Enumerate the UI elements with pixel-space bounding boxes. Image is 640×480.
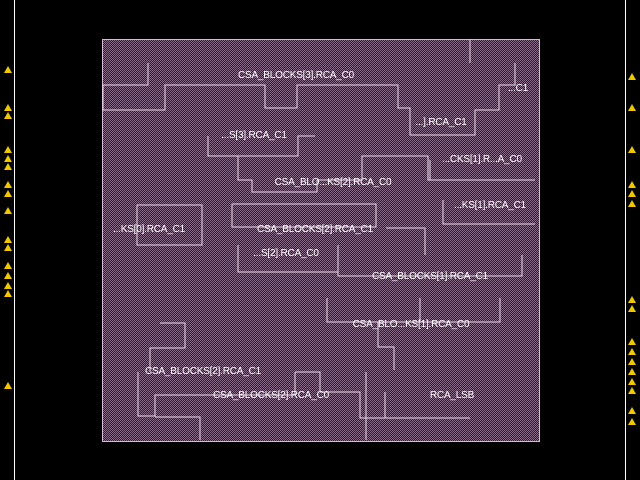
cell-boundary xyxy=(155,416,201,440)
right-boundary-line xyxy=(625,0,626,480)
cell-boundary xyxy=(237,155,535,193)
pin-triangle-icon[interactable] xyxy=(4,66,12,73)
pin-triangle-icon[interactable] xyxy=(628,181,636,188)
pin-triangle-icon[interactable] xyxy=(628,387,636,394)
pin-triangle-icon[interactable] xyxy=(4,163,12,170)
left-boundary-line xyxy=(14,0,15,480)
cell-boundary xyxy=(207,135,315,157)
pin-triangle-icon[interactable] xyxy=(628,200,636,207)
cell-label[interactable]: ...C1 xyxy=(507,83,529,94)
pin-triangle-icon[interactable] xyxy=(4,104,12,111)
cell-boundary xyxy=(442,200,535,225)
cell-label[interactable]: CSA_BLO...KS[1].RCA_C0 xyxy=(352,319,470,330)
pin-triangle-icon[interactable] xyxy=(4,190,12,197)
pin-triangle-icon[interactable] xyxy=(4,207,12,214)
pin-triangle-icon[interactable] xyxy=(4,244,12,251)
cell-boundary xyxy=(295,371,385,419)
pin-triangle-icon[interactable] xyxy=(628,368,636,375)
cell-label[interactable]: ...S[3].RCA_C1 xyxy=(221,130,287,141)
cell-label[interactable]: CSA_BLOCKS[2].RCA_C1 xyxy=(256,224,374,235)
pin-triangle-icon[interactable] xyxy=(628,348,636,355)
pin-triangle-icon[interactable] xyxy=(4,146,12,153)
pin-triangle-icon[interactable] xyxy=(4,155,12,162)
cell-label[interactable]: RCA_LSB xyxy=(429,390,475,401)
pin-triangle-icon[interactable] xyxy=(628,358,636,365)
cell-label[interactable]: ...KS[0].RCA_C1 xyxy=(112,224,186,235)
cell-boundary xyxy=(102,63,516,136)
pin-triangle-icon[interactable] xyxy=(4,236,12,243)
pin-triangle-icon[interactable] xyxy=(628,73,636,80)
pin-triangle-icon[interactable] xyxy=(628,146,636,153)
cell-label[interactable]: CSA_BLOCKS[2].RCA_C1 xyxy=(144,366,262,377)
cell-boundary xyxy=(137,372,296,417)
pin-triangle-icon[interactable] xyxy=(628,407,636,414)
cell-label[interactable]: CSA_BLOCKS[2].RCA_C0 xyxy=(212,390,330,401)
cell-boundary xyxy=(149,322,186,372)
pin-triangle-icon[interactable] xyxy=(628,338,636,345)
die-area[interactable] xyxy=(102,39,540,442)
cell-label[interactable]: ...KS[1].RCA_C1 xyxy=(453,200,527,211)
pin-triangle-icon[interactable] xyxy=(4,262,12,269)
cell-label[interactable]: CSA_BLO...KS[2].RCA_C0 xyxy=(274,177,392,188)
cell-boundary xyxy=(231,203,377,228)
pin-triangle-icon[interactable] xyxy=(4,112,12,119)
cell-boundary xyxy=(386,227,426,255)
pin-triangle-icon[interactable] xyxy=(628,305,636,312)
pin-triangle-icon[interactable] xyxy=(4,382,12,389)
cell-label[interactable]: CSA_BLOCKS[3].RCA_C0 xyxy=(237,70,355,81)
pin-triangle-icon[interactable] xyxy=(4,181,12,188)
cell-label[interactable]: ...S[2].RCA_C0 xyxy=(253,248,319,259)
cell-label[interactable]: ...CKS[1].R...A_C0 xyxy=(442,154,522,165)
pin-triangle-icon[interactable] xyxy=(628,104,636,111)
cell-boundary xyxy=(377,322,395,370)
cell-label[interactable]: CSA_BLOCKS[1].RCA_C1 xyxy=(371,271,489,282)
pin-triangle-icon[interactable] xyxy=(4,290,12,297)
pin-triangle-icon[interactable] xyxy=(628,418,636,425)
cell-label[interactable]: ...].RCA_C1 xyxy=(415,117,467,128)
cell-boundary xyxy=(384,392,470,419)
cell-boundary xyxy=(326,298,421,323)
pin-triangle-icon[interactable] xyxy=(4,282,12,289)
pin-triangle-icon[interactable] xyxy=(628,190,636,197)
pin-triangle-icon[interactable] xyxy=(4,272,12,279)
cell-boundary xyxy=(136,204,203,246)
cell-boundary xyxy=(337,255,523,277)
pin-triangle-icon[interactable] xyxy=(628,378,636,385)
cell-boundary xyxy=(420,298,501,323)
pin-triangle-icon[interactable] xyxy=(628,296,636,303)
